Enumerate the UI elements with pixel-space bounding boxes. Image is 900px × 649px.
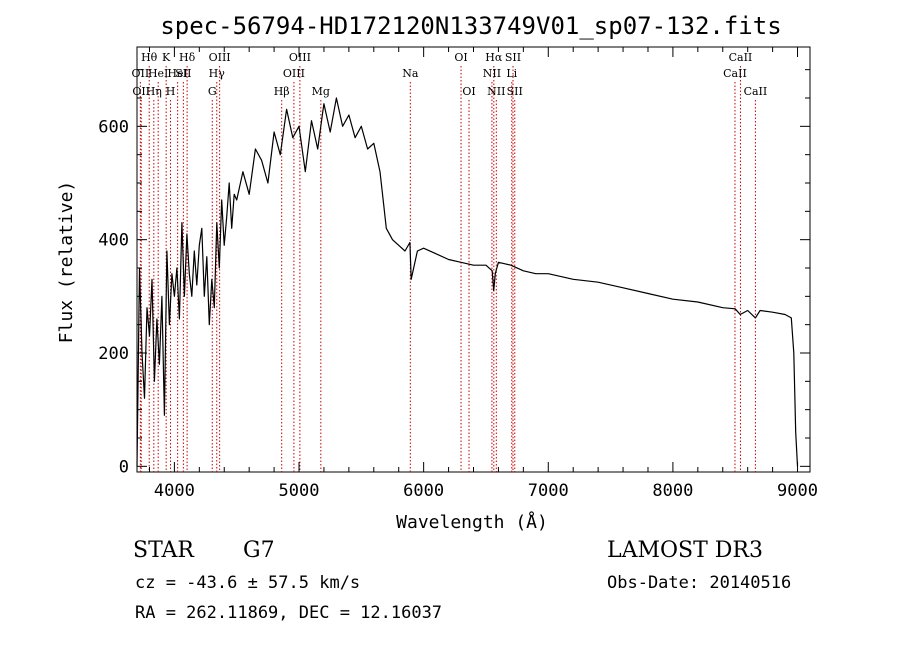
spectral-line-markers — [139, 66, 756, 472]
line-label: OIII — [283, 67, 305, 80]
line-label: CaII — [723, 67, 747, 80]
y-tick-label: 400 — [98, 231, 129, 251]
chart-title: spec-56794-HD172120N133749V01_sp07-132.f… — [160, 12, 781, 40]
line-label: OII — [132, 85, 150, 98]
line-label: OII — [132, 67, 150, 80]
line-label: CaII — [744, 85, 768, 98]
line-label: SII — [505, 51, 521, 64]
line-label: G — [208, 85, 217, 98]
x-tick-label: 7000 — [528, 481, 569, 501]
x-tick-label: 9000 — [777, 481, 818, 501]
line-label: H — [166, 85, 176, 98]
ra-dec: RA = 262.11869, DEC = 12.16037 — [135, 603, 443, 623]
line-label: SII — [175, 67, 191, 80]
object-type: STAR — [133, 538, 194, 563]
y-tick-label: 0 — [119, 457, 129, 477]
line-label: Hδ — [179, 51, 196, 64]
line-label: Hθ — [141, 51, 158, 64]
observation-date: Obs-Date: 20140516 — [607, 573, 792, 593]
y-tick-label: 200 — [98, 344, 129, 364]
line-label: Hα — [485, 51, 503, 64]
line-label: Hη — [146, 85, 162, 98]
x-tick-label: 8000 — [652, 481, 693, 501]
line-label: Na — [402, 67, 419, 80]
line-label: Hβ — [274, 85, 290, 98]
line-label: OI — [454, 51, 467, 64]
line-label: CaII — [729, 51, 753, 64]
spectral-subclass: G7 — [243, 538, 275, 563]
plot-frame — [136, 46, 811, 473]
x-axis: 4000 5000 6000 7000 8000 9000 — [148, 47, 818, 501]
y-axis: 0 200 400 600 — [98, 69, 810, 477]
line-label: Mg — [312, 85, 330, 98]
line-label: NII — [483, 67, 501, 80]
line-label: HeI — [148, 67, 168, 80]
line-label: OIII — [289, 51, 311, 64]
x-tick-label: 4000 — [154, 481, 195, 501]
y-axis-label: Flux (relative) — [56, 181, 77, 344]
line-label: Hγ — [209, 67, 226, 80]
line-label: OIII — [209, 51, 231, 64]
spectral-line-labels: OIIOIIHθHηHeIKHHeISIIHδGHγOIIIHβOIIIOIII… — [132, 51, 768, 98]
y-tick-label: 600 — [98, 117, 129, 137]
survey-name: LAMOST DR3 — [607, 538, 763, 563]
redshift-velocity: cz = -43.6 ± 57.5 km/s — [135, 573, 361, 593]
line-label: K — [162, 51, 171, 64]
line-label: OI — [462, 85, 475, 98]
spectrum-series — [136, 97, 799, 467]
x-axis-label: Wavelength (Å) — [396, 511, 548, 533]
spectrum-line — [136, 97, 799, 467]
line-label: SII — [507, 85, 523, 98]
line-label: HeI — [167, 67, 187, 80]
x-tick-label: 5000 — [279, 481, 320, 501]
line-label: Li — [506, 67, 517, 80]
x-tick-label: 6000 — [403, 481, 444, 501]
line-label: NII — [487, 85, 505, 98]
